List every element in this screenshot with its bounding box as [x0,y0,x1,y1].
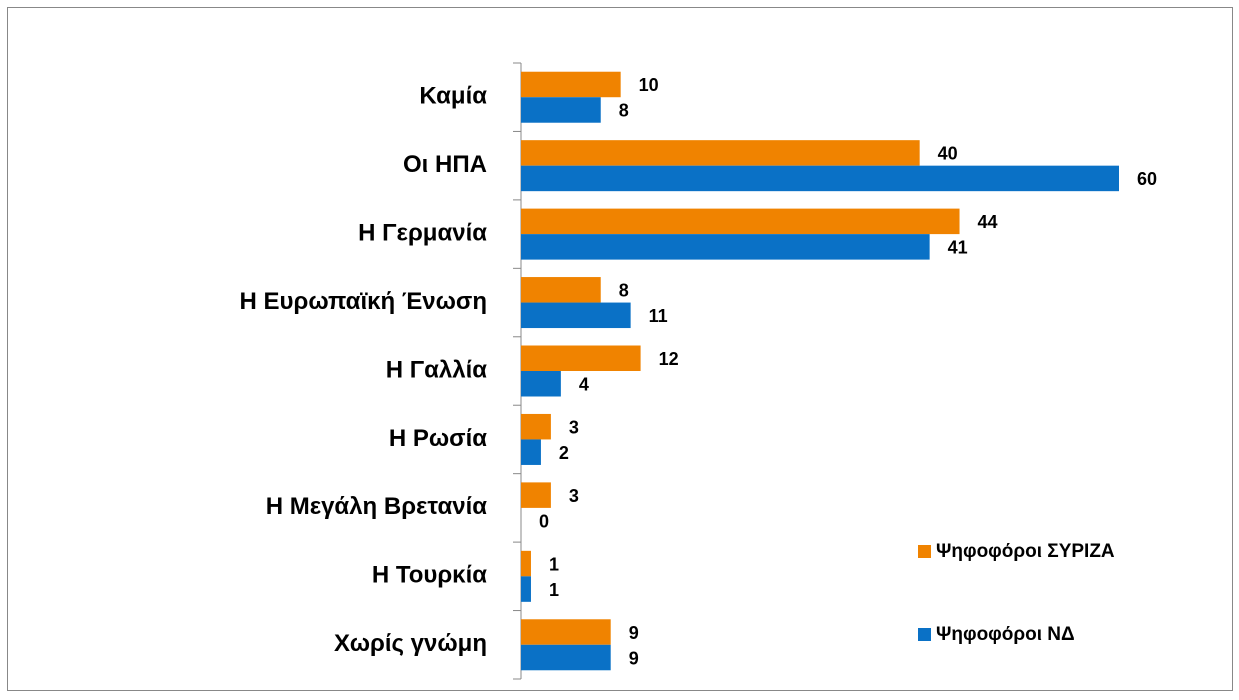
bar [521,140,920,166]
value-label: 40 [938,144,958,164]
value-label: 12 [659,349,679,369]
category-label: Οι ΗΠΑ [403,151,487,178]
value-label: 8 [619,281,629,301]
category-label: Η Ρωσία [389,425,487,452]
value-label: 11 [649,306,668,326]
value-label: 2 [559,443,569,463]
bar [521,371,561,397]
category-label: Η Τουρκία [372,562,487,589]
value-label: 4 [579,375,589,395]
legend-label: Ψηφοφόροι ΝΔ [936,624,1075,645]
category-label: Η Ευρωπαϊκή Ένωση [240,288,487,315]
value-label: 9 [629,623,639,643]
bar [521,413,551,440]
category-label: Η Γερμανία [358,219,487,246]
legend-swatch [918,628,931,641]
bar [521,165,1119,192]
legend-swatch [918,545,931,558]
bar [521,97,601,123]
value-label: 44 [978,212,998,232]
legend-label: Ψηφοφόροι ΣΥΡΙΖΑ [936,541,1115,562]
bar [521,482,551,508]
bar [521,71,621,98]
value-label: 1 [549,554,559,574]
bar [521,345,641,371]
category-label: Η Γαλλία [386,356,488,383]
bar [521,208,960,235]
bar [521,234,930,260]
bar [521,550,531,577]
category-label: Χωρίς γνώμη [334,630,487,657]
bar [521,439,541,465]
value-label: 0 [539,511,549,531]
value-label: 3 [569,417,579,437]
value-label: 3 [569,486,579,506]
category-label: Η Μεγάλη Βρετανία [266,493,488,520]
category-label: Καμία [419,83,487,110]
value-label: 9 [629,648,639,668]
value-label: 1 [549,580,559,600]
value-label: 41 [948,238,968,258]
bar [521,619,611,645]
bar [521,644,611,671]
bar [521,277,601,303]
value-label: 60 [1137,169,1157,189]
value-label: 8 [619,101,629,121]
value-label: 10 [639,75,659,95]
bar [521,302,631,329]
bar [521,576,531,602]
